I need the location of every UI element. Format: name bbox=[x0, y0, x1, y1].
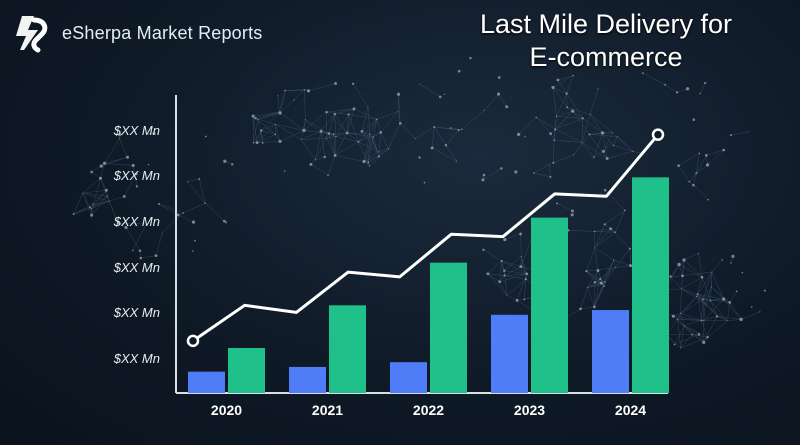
network-dots bbox=[72, 56, 766, 349]
y-tick-label: $XX Mn bbox=[113, 168, 160, 183]
brand: eSherpa Market Reports bbox=[8, 10, 263, 56]
x-tick-label: 2020 bbox=[211, 402, 242, 418]
trend-end-marker bbox=[651, 128, 665, 141]
bar-series-1-2020 bbox=[188, 371, 225, 393]
bar-series-1-2024 bbox=[592, 310, 629, 393]
bar-series-1-2021 bbox=[289, 366, 326, 393]
y-tick-label: $XX Mn bbox=[113, 214, 160, 229]
bar-series-2-2023 bbox=[531, 217, 568, 393]
chart-title-line-2: E-commerce bbox=[529, 42, 683, 72]
x-tick-label: 2023 bbox=[514, 402, 545, 418]
y-tick-label: $XX Mn bbox=[113, 123, 160, 138]
x-tick-label: 2022 bbox=[413, 402, 444, 418]
y-tick-label: $XX Mn bbox=[113, 351, 160, 366]
trend-line bbox=[192, 133, 660, 343]
esherpa-logo-icon bbox=[16, 16, 48, 53]
y-tick-label: $XX Mn bbox=[113, 305, 160, 320]
trend-start-marker bbox=[186, 334, 200, 348]
brand-name: eSherpa Market Reports bbox=[62, 22, 263, 43]
x-tick-label: 2021 bbox=[312, 402, 343, 418]
bar-series-2-2022 bbox=[430, 262, 467, 393]
network-lines bbox=[73, 72, 760, 349]
bar-series-1-2022 bbox=[390, 362, 427, 393]
x-tick-label: 2024 bbox=[615, 402, 646, 418]
y-tick-label: $XX Mn bbox=[113, 260, 160, 275]
bar-series-2-2020 bbox=[228, 347, 265, 393]
bar-series-2-2024 bbox=[632, 177, 669, 393]
bar-series-2-2021 bbox=[329, 305, 366, 393]
bar-series-1-2023 bbox=[491, 314, 528, 393]
chart-title: Last Mile Delivery for E-commerce bbox=[436, 8, 776, 74]
chart-title-line-1: Last Mile Delivery for bbox=[479, 9, 733, 39]
